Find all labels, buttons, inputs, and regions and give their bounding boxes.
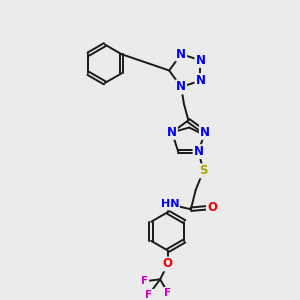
Text: F: F bbox=[164, 288, 171, 298]
Text: HN: HN bbox=[160, 200, 179, 209]
Text: N: N bbox=[167, 126, 177, 139]
Text: F: F bbox=[145, 290, 152, 300]
Text: O: O bbox=[207, 201, 217, 214]
Text: N: N bbox=[176, 80, 186, 93]
Text: F: F bbox=[141, 276, 148, 286]
Text: N: N bbox=[195, 74, 206, 87]
Text: N: N bbox=[200, 126, 210, 139]
Text: N: N bbox=[195, 54, 206, 67]
Text: S: S bbox=[199, 164, 208, 177]
Text: N: N bbox=[176, 48, 186, 61]
Text: N: N bbox=[194, 145, 203, 158]
Text: O: O bbox=[163, 257, 173, 271]
